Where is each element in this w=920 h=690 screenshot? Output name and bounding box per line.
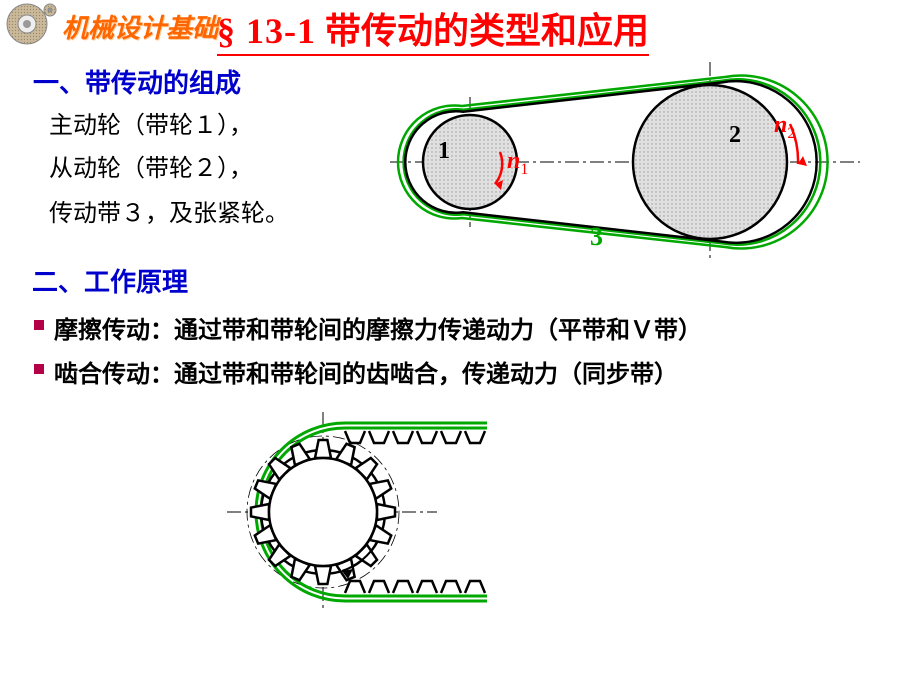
- bullet-friction: 摩擦传动：通过带和带轮间的摩擦力传递动力（平带和Ｖ带）: [34, 310, 702, 345]
- course-banner: 机械设计基础: [62, 8, 218, 45]
- bullet-icon: [34, 364, 44, 374]
- belt-drive-diagram: 1 2 3 n1 n2: [390, 62, 900, 277]
- sync-belt-diagram: [227, 402, 487, 647]
- section-title: § 13-1 带传动的类型和应用: [217, 2, 649, 56]
- bullet-friction-text: 摩擦传动：通过带和带轮间的摩擦力传递动力（平带和Ｖ带）: [54, 310, 702, 345]
- composition-line-2: 从动轮（带轮２），: [49, 148, 253, 183]
- section-number: § 13-1: [217, 11, 316, 51]
- svg-text:1: 1: [438, 138, 450, 164]
- section-title-text: 带传动的类型和应用: [325, 11, 649, 51]
- heading-composition: 一、带传动的组成: [33, 63, 241, 100]
- svg-text:n1: n1: [507, 148, 528, 178]
- heading-principle: 二、工作原理: [32, 262, 188, 299]
- bullet-mesh-text: 啮合传动：通过带和带轮间的齿啮合，传递动力（同步带）: [54, 354, 678, 389]
- svg-text:2: 2: [729, 122, 741, 148]
- svg-text:3: 3: [590, 222, 603, 251]
- bullet-mesh: 啮合传动：通过带和带轮间的齿啮合，传递动力（同步带）: [34, 354, 678, 389]
- svg-text:n2: n2: [774, 112, 795, 142]
- composition-line-3: 传动带３，及张紧轮。: [49, 193, 289, 228]
- composition-line-1: 主动轮（带轮１），: [49, 105, 253, 140]
- gear-logo-icon: [5, 2, 65, 55]
- bullet-icon: [34, 320, 44, 330]
